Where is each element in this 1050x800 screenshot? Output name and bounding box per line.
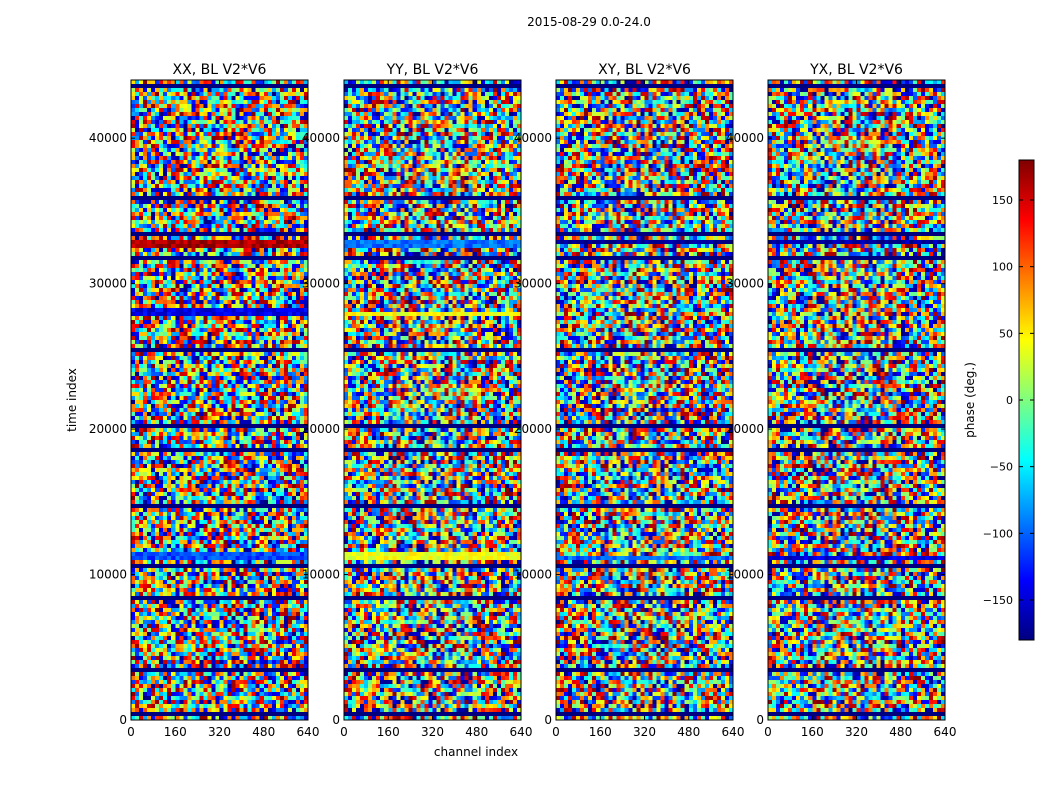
y-axis-label: time index	[65, 368, 79, 432]
x-tick-label: 640	[722, 725, 745, 739]
x-tick-label: 320	[845, 725, 868, 739]
y-tick-label: 30000	[89, 277, 127, 291]
y-tick-label: 40000	[726, 131, 764, 145]
colorbar-label: phase (deg.)	[963, 362, 977, 438]
x-tick-label: 320	[208, 725, 231, 739]
x-tick-label: 0	[764, 725, 772, 739]
colorbar-tick-label: −100	[983, 527, 1013, 540]
colorbar-tick-label: 150	[992, 194, 1013, 207]
colorbar: 150 100 50 0 −50 −100 −150 phase (deg.)	[963, 159, 1035, 641]
y-tick-label: 0	[544, 713, 552, 727]
panel-4: YX, BL V2*V6 0 160 320 480 640 0 10000 20000 3000…	[726, 62, 957, 739]
heatmap-image	[768, 80, 945, 720]
x-tick-label: 480	[465, 725, 488, 739]
y-tick-label: 40000	[302, 131, 340, 145]
y-tick-label: 30000	[302, 277, 340, 291]
y-tick-label: 20000	[302, 422, 340, 436]
y-tick-label: 40000	[514, 131, 552, 145]
y-tick-label: 10000	[302, 568, 340, 582]
y-tick-label: 20000	[514, 422, 552, 436]
colorbar-tick-label: −150	[983, 594, 1013, 607]
x-tick-label: 480	[889, 725, 912, 739]
y-tick-label: 10000	[514, 568, 552, 582]
panels: XX, BL V2*V6 0 160 320 480 640 0 10000 20000 3000…	[65, 62, 956, 759]
heatmap-image	[556, 80, 733, 720]
x-tick-label: 640	[510, 725, 533, 739]
panel-1: XX, BL V2*V6 0 160 320 480 640 0 10000 20000 3000…	[65, 62, 319, 739]
y-tick-label: 30000	[514, 277, 552, 291]
y-tick-label: 0	[119, 713, 127, 727]
x-tick-label: 160	[801, 725, 824, 739]
colorbar-tick-label: 100	[992, 261, 1013, 274]
colorbar-tick-label: 0	[1006, 394, 1013, 407]
x-tick-label: 640	[934, 725, 957, 739]
x-tick-label: 480	[252, 725, 275, 739]
y-tick-label: 10000	[726, 568, 764, 582]
colorbar-tick-label: 50	[999, 327, 1013, 340]
x-tick-label: 0	[127, 725, 135, 739]
y-tick-label: 20000	[726, 422, 764, 436]
x-tick-label: 640	[297, 725, 320, 739]
x-tick-label: 0	[552, 725, 560, 739]
panel-2: YY, BL V2*V6 0 160 320 480 640 0 10000 20000 3000…	[302, 62, 533, 759]
x-tick-label: 480	[677, 725, 700, 739]
panel-title: YX, BL V2*V6	[809, 62, 903, 78]
y-tick-label: 20000	[89, 422, 127, 436]
y-tick-label: 0	[756, 713, 764, 727]
x-tick-label: 320	[633, 725, 656, 739]
x-tick-label: 320	[421, 725, 444, 739]
heatmap-image	[131, 80, 308, 720]
colorbar-tick-label: −50	[990, 461, 1013, 474]
heatmap-image	[344, 80, 521, 720]
panel-title: XY, BL V2*V6	[598, 62, 691, 78]
x-tick-label: 160	[377, 725, 400, 739]
y-tick-label: 0	[332, 713, 340, 727]
y-tick-label: 30000	[726, 277, 764, 291]
x-tick-label: 160	[164, 725, 187, 739]
panel-title: XX, BL V2*V6	[173, 62, 267, 78]
panel-3: XY, BL V2*V6 0 160 320 480 640 0 10000 20000 3000…	[514, 62, 745, 739]
panel-title: YY, BL V2*V6	[386, 62, 479, 78]
figure-suptitle: 2015-08-29 0.0-24.0	[527, 15, 651, 29]
x-axis-label: channel index	[434, 745, 518, 759]
y-tick-label: 40000	[89, 131, 127, 145]
x-tick-label: 0	[340, 725, 348, 739]
x-tick-label: 160	[589, 725, 612, 739]
y-tick-label: 10000	[89, 568, 127, 582]
